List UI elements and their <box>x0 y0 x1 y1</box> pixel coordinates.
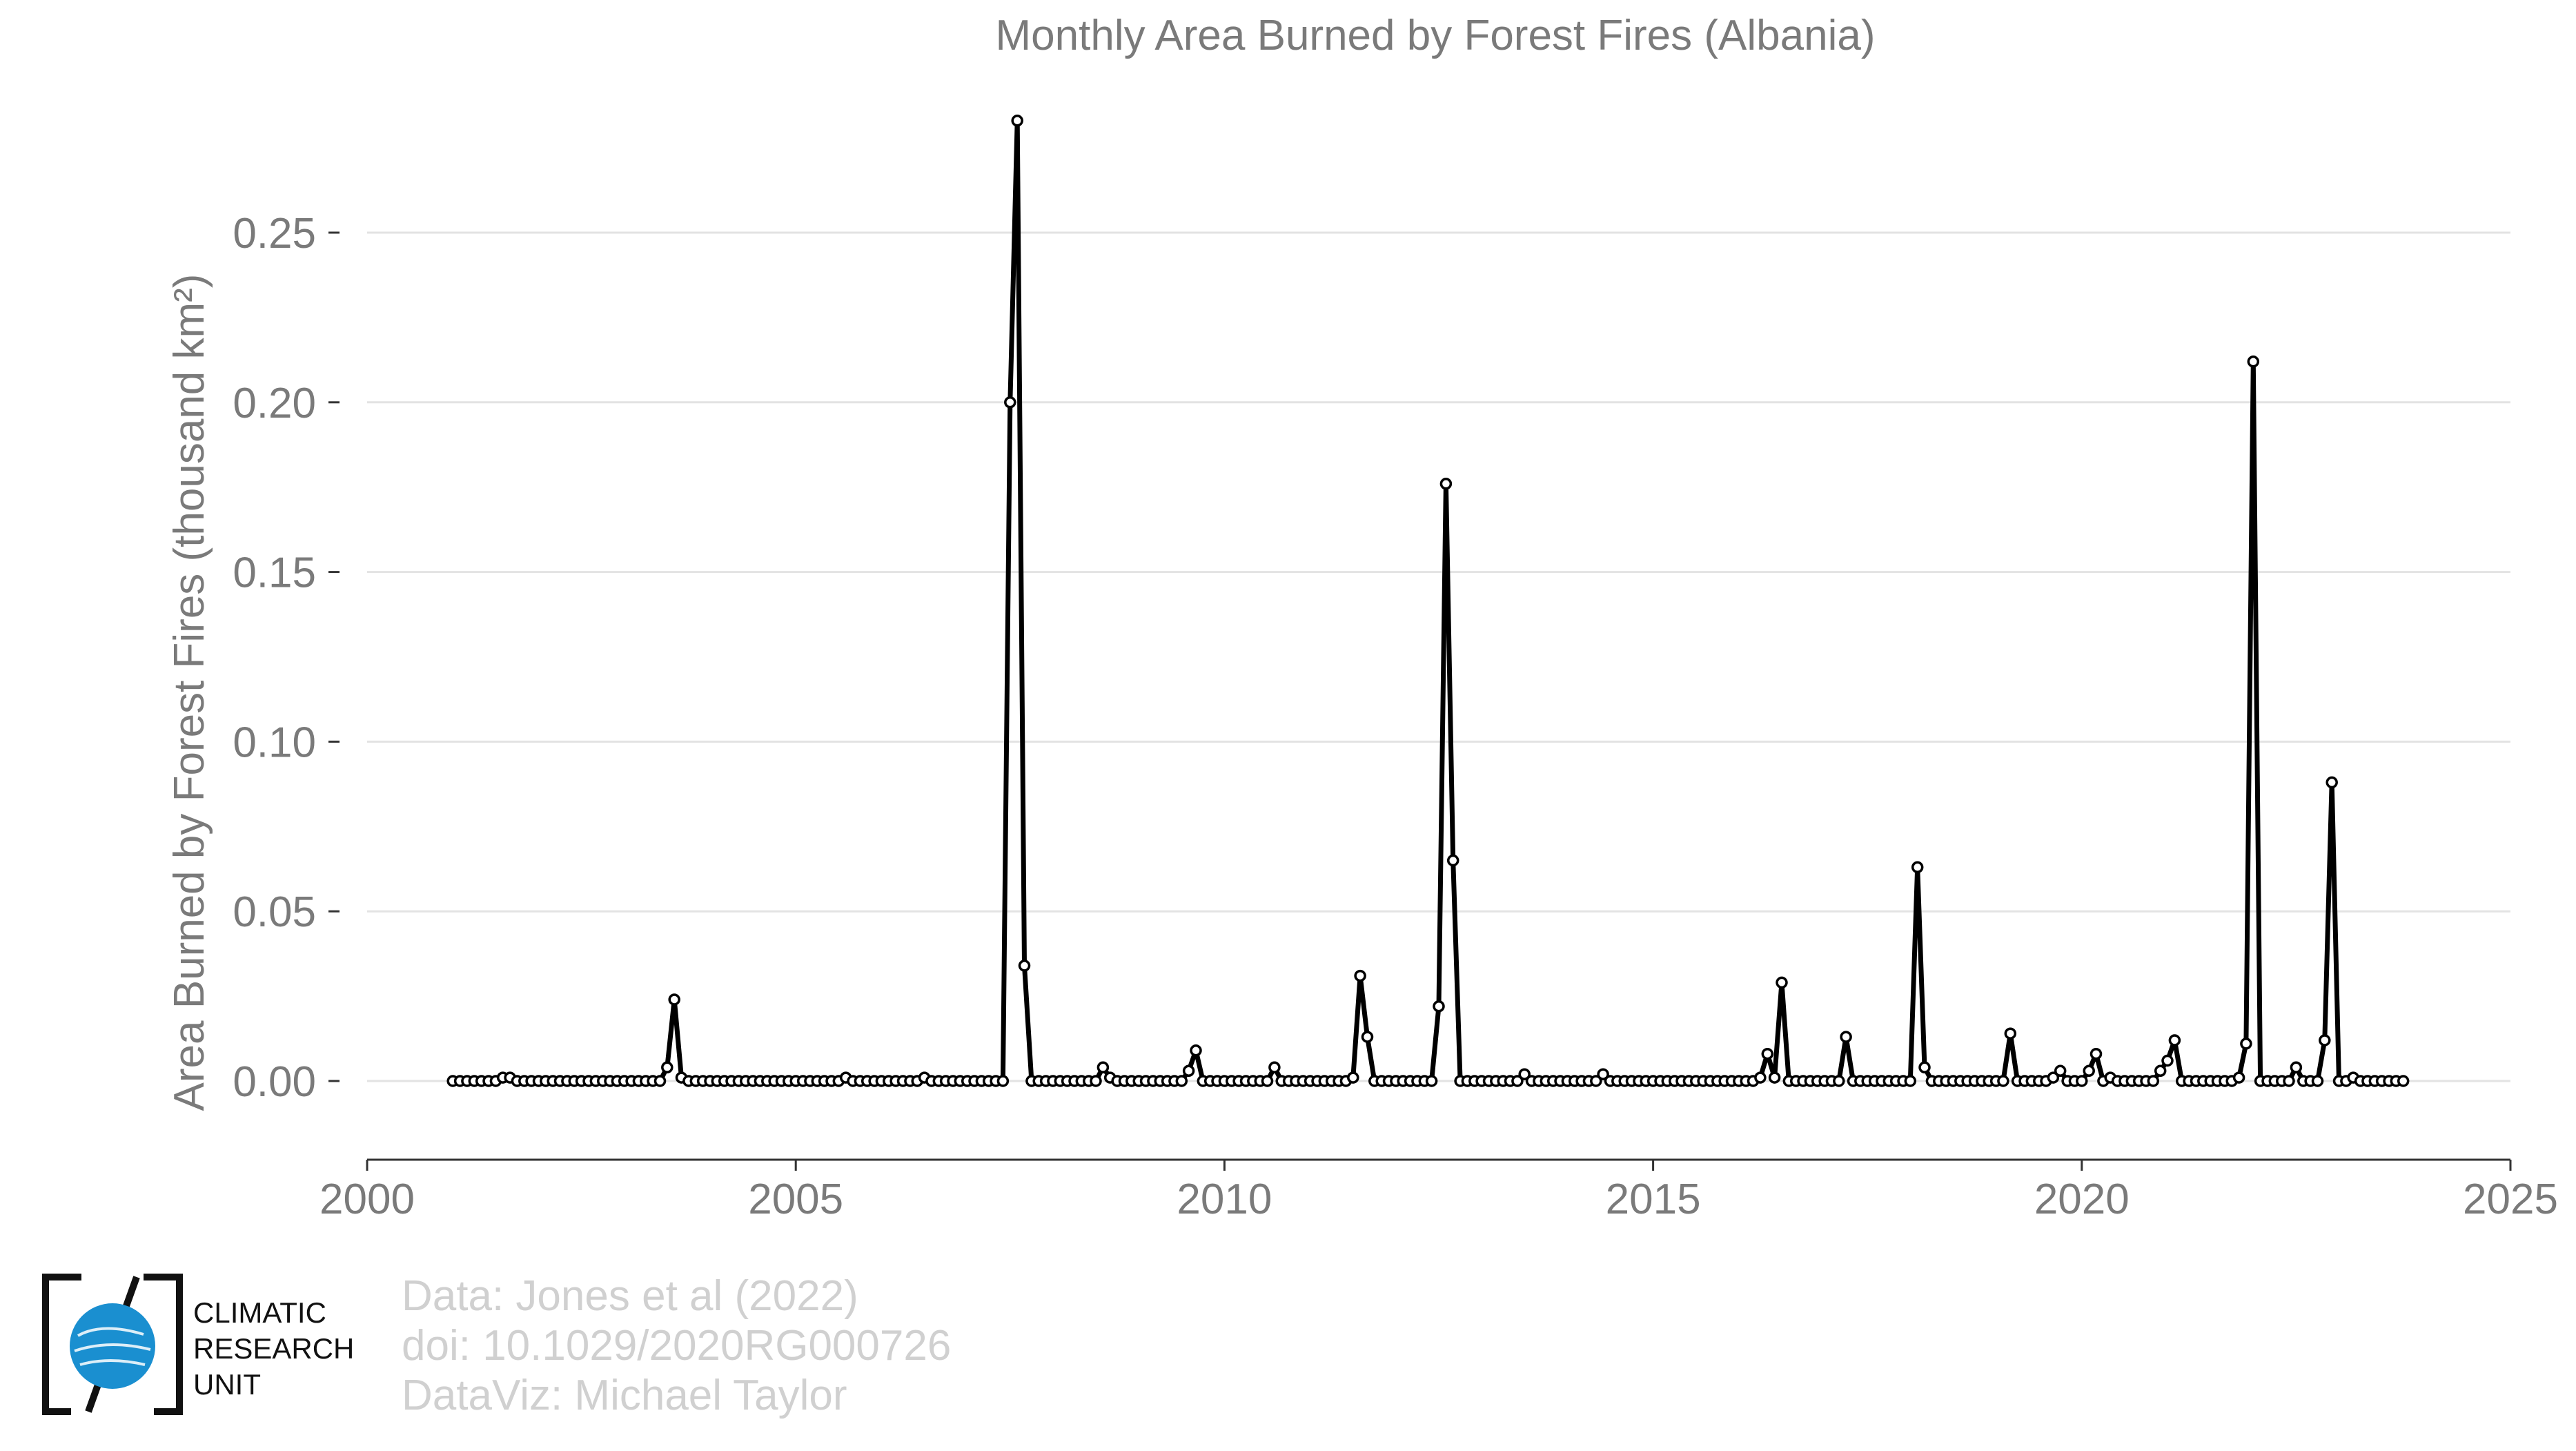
data-point <box>1261 1075 1274 1087</box>
data-point <box>1361 1031 1374 1043</box>
data-point <box>1425 1075 1438 1087</box>
data-point <box>996 1075 1010 1087</box>
y-axis-label: Area Burned by Forest Fires (thousand km… <box>166 274 213 1111</box>
x-tick-labels: 2000 2005 2010 2015 2020 2025 <box>319 1160 2558 1223</box>
logo-line-2: RESEARCH <box>193 1332 355 1365</box>
y-tick-label: 0.25 <box>233 210 316 257</box>
data-point <box>1011 115 1023 127</box>
data-point <box>2247 356 2260 368</box>
data-point <box>1590 1075 1602 1087</box>
data-point <box>1511 1075 1524 1087</box>
data-point <box>1768 1071 1781 1084</box>
data-point <box>1097 1061 1110 1074</box>
data-point <box>1518 1068 1531 1080</box>
data-point <box>661 1061 674 1074</box>
data-point <box>2090 1047 2103 1060</box>
logo-text: CLIMATIC RESEARCH UNIT <box>193 1295 354 1403</box>
data-point <box>2240 1038 2252 1050</box>
data-point <box>1446 854 1459 867</box>
data-point <box>2147 1075 2160 1087</box>
y-tick-label: 0.10 <box>233 719 316 766</box>
data-point <box>1354 969 1366 982</box>
data-point <box>1018 960 1031 972</box>
credit-data-source: Data: Jones et al (2022) <box>402 1272 858 1320</box>
data-point <box>2397 1075 2410 1087</box>
data-point <box>2319 1034 2331 1046</box>
data-point <box>1090 1075 1102 1087</box>
data-point <box>2083 1064 2095 1078</box>
y-tick-label: 0.15 <box>233 549 316 597</box>
x-tick-label: 2000 <box>319 1176 415 1223</box>
data-point <box>1182 1064 1195 1078</box>
x-tick-label: 2010 <box>1177 1176 1272 1223</box>
data-point <box>2161 1054 2174 1067</box>
data-point <box>1268 1061 1281 1074</box>
data-point <box>1433 1000 1445 1013</box>
x-tick-label: 2005 <box>748 1176 843 1223</box>
data-point <box>2004 1027 2017 1040</box>
data-point <box>1439 478 1453 490</box>
data-point <box>1840 1031 1852 1043</box>
data-point <box>2047 1071 2060 1084</box>
cru-logo <box>42 1274 183 1415</box>
data-point <box>2326 776 2338 789</box>
data-point <box>1918 1061 1931 1074</box>
data-point <box>1761 1047 1774 1060</box>
data-point <box>2290 1061 2303 1074</box>
data-point <box>1833 1075 1845 1087</box>
globe-icon <box>70 1303 155 1389</box>
data-point <box>1997 1075 2009 1087</box>
series-line <box>453 118 2403 1084</box>
credit-doi: doi: 10.1029/2020RG000726 <box>402 1322 952 1370</box>
x-tick-label: 2015 <box>1606 1176 1701 1223</box>
y-tick-labels: 0.00 0.05 0.10 0.15 0.20 0.25 <box>233 210 340 1106</box>
data-point <box>2154 1064 2167 1078</box>
data-point <box>1004 396 1016 409</box>
data-point <box>1754 1071 1767 1084</box>
credits: Data: Jones et al (2022) doi: 10.1029/20… <box>402 1272 951 1421</box>
x-tick-label: 2025 <box>2463 1176 2558 1223</box>
y-tick-label: 0.05 <box>233 888 316 936</box>
data-point <box>1597 1068 1609 1080</box>
data-point <box>2054 1064 2067 1078</box>
data-point <box>2168 1034 2181 1046</box>
y-tick-label: 0.20 <box>233 380 316 427</box>
chart-title: Monthly Area Burned by Forest Fires (Alb… <box>996 12 1876 59</box>
credit-dataviz: DataViz: Michael Taylor <box>402 1372 847 1419</box>
logo-line-3: UNIT <box>193 1368 261 1401</box>
data-point <box>1175 1075 1188 1087</box>
data-point <box>1904 1075 1917 1087</box>
data-point <box>1776 976 1788 989</box>
data-points <box>446 115 2410 1087</box>
data-point <box>2076 1075 2088 1087</box>
data-point <box>2232 1071 2245 1084</box>
y-tick-label: 0.00 <box>233 1058 316 1106</box>
data-point <box>668 993 680 1006</box>
data-point <box>1190 1044 1202 1057</box>
data-point <box>653 1075 667 1087</box>
data-point <box>2311 1075 2324 1087</box>
data-point <box>2283 1075 2295 1087</box>
x-tick-label: 2020 <box>2034 1176 2130 1223</box>
data-point <box>1347 1071 1359 1084</box>
data-point <box>1911 861 1924 874</box>
logo-line-1: CLIMATIC <box>193 1296 326 1329</box>
